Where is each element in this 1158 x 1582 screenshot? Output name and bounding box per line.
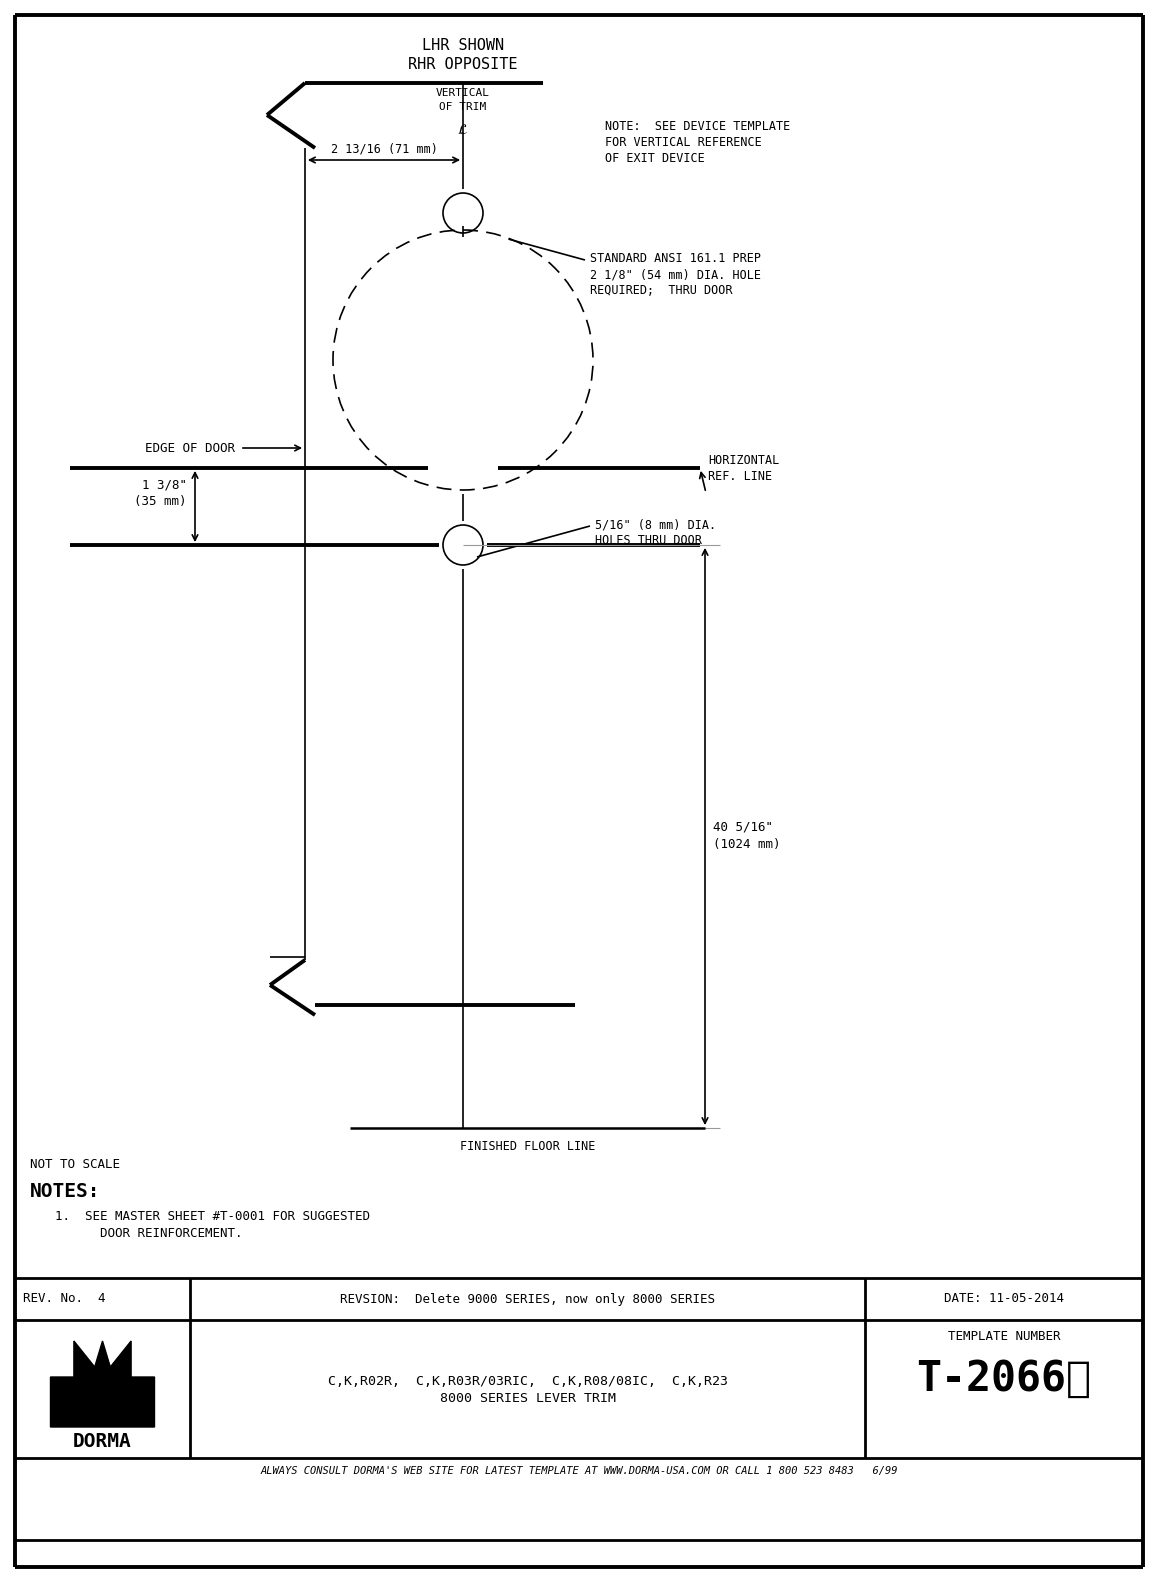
Text: 2 13/16 (71 mm): 2 13/16 (71 mm)	[330, 142, 438, 155]
Text: REV. No.  4: REV. No. 4	[23, 1292, 105, 1305]
Text: LHR SHOWN: LHR SHOWN	[422, 38, 504, 54]
Text: C,K,R02R,  C,K,R03R/03RIC,  C,K,R08/08IC,  C,K,R23: C,K,R02R, C,K,R03R/03RIC, C,K,R08/08IC, …	[328, 1375, 727, 1387]
Text: STANDARD ANSI 161.1 PREP: STANDARD ANSI 161.1 PREP	[589, 252, 761, 266]
Text: 5/16" (8 mm) DIA.: 5/16" (8 mm) DIA.	[595, 517, 716, 532]
Text: TEMPLATE NUMBER: TEMPLATE NUMBER	[947, 1330, 1061, 1343]
Text: VERTICAL: VERTICAL	[437, 89, 490, 98]
Polygon shape	[51, 1342, 154, 1427]
Text: $\mathcal{L}$: $\mathcal{L}$	[457, 123, 469, 138]
Text: DOOR REINFORCEMENT.: DOOR REINFORCEMENT.	[54, 1228, 242, 1240]
Text: OF TRIM: OF TRIM	[439, 101, 486, 112]
Text: (35 mm): (35 mm)	[134, 495, 186, 508]
Text: 40 5/16": 40 5/16"	[713, 819, 774, 834]
Text: 1 3/8": 1 3/8"	[142, 478, 186, 490]
Text: 1.  SEE MASTER SHEET #T-0001 FOR SUGGESTED: 1. SEE MASTER SHEET #T-0001 FOR SUGGESTE…	[54, 1210, 371, 1223]
Text: NOTES:: NOTES:	[30, 1182, 101, 1201]
Text: EDGE OF DOOR: EDGE OF DOOR	[145, 441, 235, 454]
Text: OF EXIT DEVICE: OF EXIT DEVICE	[604, 152, 705, 165]
Text: RHR OPPOSITE: RHR OPPOSITE	[409, 57, 518, 73]
Text: NOT TO SCALE: NOT TO SCALE	[30, 1158, 120, 1171]
Text: 2 1/8" (54 mm) DIA. HOLE: 2 1/8" (54 mm) DIA. HOLE	[589, 267, 761, 282]
Text: DORMA: DORMA	[73, 1432, 132, 1451]
Text: REQUIRED;  THRU DOOR: REQUIRED; THRU DOOR	[589, 285, 733, 297]
Text: DATE: 11-05-2014: DATE: 11-05-2014	[944, 1292, 1064, 1305]
Text: FINISHED FLOOR LINE: FINISHED FLOOR LINE	[460, 1141, 595, 1153]
Text: T-2066⑤: T-2066⑤	[916, 1357, 1092, 1400]
Text: ALWAYS CONSULT DORMA'S WEB SITE FOR LATEST TEMPLATE AT WWW.DORMA-USA.COM OR CALL: ALWAYS CONSULT DORMA'S WEB SITE FOR LATE…	[261, 1467, 897, 1476]
Text: REF. LINE: REF. LINE	[708, 470, 772, 483]
Text: (1024 mm): (1024 mm)	[713, 838, 780, 851]
Text: 8000 SERIES LEVER TRIM: 8000 SERIES LEVER TRIM	[440, 1392, 616, 1405]
Text: HOLES THRU DOOR: HOLES THRU DOOR	[595, 535, 702, 547]
Text: REVSION:  Delete 9000 SERIES, now only 8000 SERIES: REVSION: Delete 9000 SERIES, now only 80…	[340, 1292, 714, 1305]
Text: FOR VERTICAL REFERENCE: FOR VERTICAL REFERENCE	[604, 136, 762, 149]
Text: HORIZONTAL: HORIZONTAL	[708, 454, 779, 467]
Text: NOTE:  SEE DEVICE TEMPLATE: NOTE: SEE DEVICE TEMPLATE	[604, 120, 790, 133]
